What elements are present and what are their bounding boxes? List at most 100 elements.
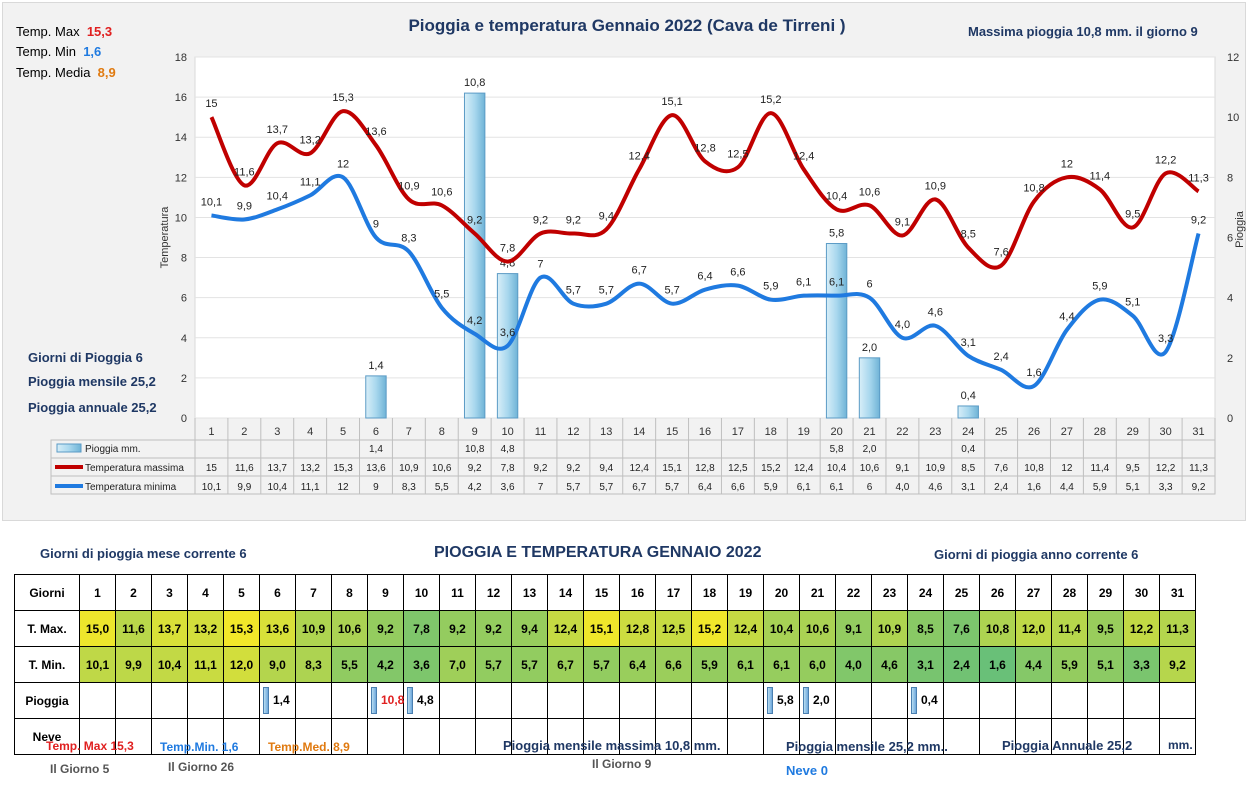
rain-cell-value: 2,0 bbox=[813, 693, 830, 707]
legend-rain-label: Pioggia mm. bbox=[85, 444, 141, 455]
y-left-tick-label: 16 bbox=[175, 92, 187, 104]
tmin-point-label: 5,9 bbox=[763, 281, 778, 293]
table-tmin-value: 6,6 bbox=[731, 482, 745, 493]
tmax-cell: 12,0 bbox=[1015, 610, 1052, 647]
y-left-tick-label: 6 bbox=[181, 293, 187, 305]
rain-cell: 0,4 bbox=[907, 682, 944, 719]
tmax-point-label: 11,6 bbox=[234, 166, 255, 178]
tmin-cell: 6,1 bbox=[763, 646, 800, 683]
footer-tmin-day: Il Giorno 26 bbox=[168, 760, 235, 774]
rain-cell bbox=[295, 682, 332, 719]
tmin-cell: 6,0 bbox=[799, 646, 836, 683]
tmax-point-label: 9,2 bbox=[566, 214, 581, 226]
table-tmax-value: 9,4 bbox=[599, 463, 613, 474]
footer-pioggia-annuale-unit: mm. bbox=[1168, 738, 1193, 752]
day-header-cell: 22 bbox=[835, 574, 872, 611]
tmax-cell: 13,2 bbox=[187, 610, 224, 647]
day-header-cell: 18 bbox=[691, 574, 728, 611]
footer-tmax-day: Il Giorno 5 bbox=[50, 762, 110, 776]
tmin-cell: 3,6 bbox=[403, 646, 440, 683]
snow-cell bbox=[1087, 718, 1124, 755]
rain-bar bbox=[858, 357, 881, 419]
snow-cell bbox=[1159, 718, 1196, 755]
tmin-cell: 10,4 bbox=[151, 646, 188, 683]
rain-cell-bar bbox=[407, 687, 413, 714]
tmin-point-label: 5,5 bbox=[434, 289, 449, 301]
tmin-cell: 1,6 bbox=[979, 646, 1016, 683]
table-tmax-value: 11,6 bbox=[235, 463, 254, 474]
table-tmin-value: 3,3 bbox=[1159, 482, 1173, 493]
snow-cell bbox=[367, 718, 404, 755]
rain-cell-bar bbox=[263, 687, 269, 714]
tmax-cell: 10,6 bbox=[331, 610, 368, 647]
y-right-tick-label: 4 bbox=[1227, 293, 1233, 305]
table-tmin-value: 5,1 bbox=[1126, 482, 1140, 493]
table-tmin-value: 9,2 bbox=[1192, 482, 1206, 493]
table-tmax-value: 10,6 bbox=[432, 463, 452, 474]
x-tick-label: 20 bbox=[830, 426, 842, 438]
rain-cell bbox=[151, 682, 188, 719]
day-header-cell: 28 bbox=[1051, 574, 1088, 611]
tmin-cell: 5,1 bbox=[1087, 646, 1124, 683]
rain-bar bbox=[365, 375, 387, 419]
table-tmin-value: 4,6 bbox=[928, 482, 942, 493]
table-tmin-value: 2,4 bbox=[994, 482, 1008, 493]
tmax-point-label: 11,4 bbox=[1090, 170, 1111, 182]
rain-cell bbox=[943, 682, 980, 719]
table-tmax-value: 13,6 bbox=[366, 463, 386, 474]
rain-cell-value: 4,8 bbox=[417, 693, 434, 707]
tmin-cell: 5,5 bbox=[331, 646, 368, 683]
tmin-point-label: 4,4 bbox=[1059, 311, 1074, 323]
y-left-tick-label: 0 bbox=[181, 413, 187, 425]
tmax-cell: 9,2 bbox=[367, 610, 404, 647]
tmax-point-label: 9,2 bbox=[533, 214, 548, 226]
tmax-cell: 15,1 bbox=[583, 610, 620, 647]
tmax-point-label: 12,4 bbox=[628, 150, 649, 162]
tmin-cell: 3,1 bbox=[907, 646, 944, 683]
table-tmax-value: 12,2 bbox=[1156, 463, 1176, 474]
rain-bar bbox=[957, 405, 979, 419]
rain-bar-label: 1,4 bbox=[368, 360, 383, 372]
rain-cell bbox=[547, 682, 584, 719]
day-header-cell: 23 bbox=[871, 574, 908, 611]
table-tmax-value: 13,2 bbox=[300, 463, 320, 474]
tmin-point-label: 5,1 bbox=[1125, 297, 1140, 309]
day-header-cell: 11 bbox=[439, 574, 476, 611]
table-tmin-value: 4,0 bbox=[895, 482, 909, 493]
tmin-cell: 12,0 bbox=[223, 646, 260, 683]
tmax-cell: 7,6 bbox=[943, 610, 980, 647]
day-header-cell: 31 bbox=[1159, 574, 1196, 611]
footer-pioggia-max-day: Il Giorno 9 bbox=[592, 757, 652, 771]
table-tmin-value: 5,7 bbox=[566, 482, 580, 493]
x-tick-label: 9 bbox=[472, 426, 478, 438]
tmin-cell: 8,3 bbox=[295, 646, 332, 683]
table-tmax-value: 15 bbox=[206, 463, 218, 474]
rain-cell bbox=[583, 682, 620, 719]
snow-cell bbox=[619, 718, 656, 755]
day-header-cell: 9 bbox=[367, 574, 404, 611]
snow-cell bbox=[727, 718, 764, 755]
rain-cell bbox=[1087, 682, 1124, 719]
tmax-point-label: 13,7 bbox=[267, 124, 288, 136]
rain-cell-value: 5,8 bbox=[777, 693, 794, 707]
tmax-cell: 9,1 bbox=[835, 610, 872, 647]
table-tmax-value: 10,8 bbox=[1024, 463, 1044, 474]
row-snow: Neve bbox=[14, 718, 1196, 755]
tmin-point-label: 5,7 bbox=[599, 285, 614, 297]
tmin-cell: 4,2 bbox=[367, 646, 404, 683]
x-tick-label: 8 bbox=[439, 426, 445, 438]
table-tmin-value: 9,9 bbox=[237, 482, 251, 493]
snow-cell bbox=[583, 718, 620, 755]
tmin-cell: 9,9 bbox=[115, 646, 152, 683]
tmin-cell: 5,7 bbox=[475, 646, 512, 683]
tmin-point-label: 9 bbox=[373, 219, 379, 231]
day-header-cell: 20 bbox=[763, 574, 800, 611]
table-tmin-value: 6,7 bbox=[632, 482, 646, 493]
table-tmin-value: 5,7 bbox=[665, 482, 679, 493]
giorni-pioggia-mese: Giorni di pioggia mese corrente 6 bbox=[40, 546, 247, 561]
table-tmin-value: 6,1 bbox=[830, 482, 844, 493]
table-rain-value: 0,4 bbox=[961, 444, 975, 455]
tmin-cell: 11,1 bbox=[187, 646, 224, 683]
tmax-point-label: 10,9 bbox=[925, 180, 946, 192]
day-header-cell: 1 bbox=[79, 574, 116, 611]
